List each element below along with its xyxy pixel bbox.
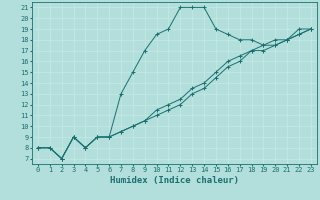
X-axis label: Humidex (Indice chaleur): Humidex (Indice chaleur)	[110, 176, 239, 185]
